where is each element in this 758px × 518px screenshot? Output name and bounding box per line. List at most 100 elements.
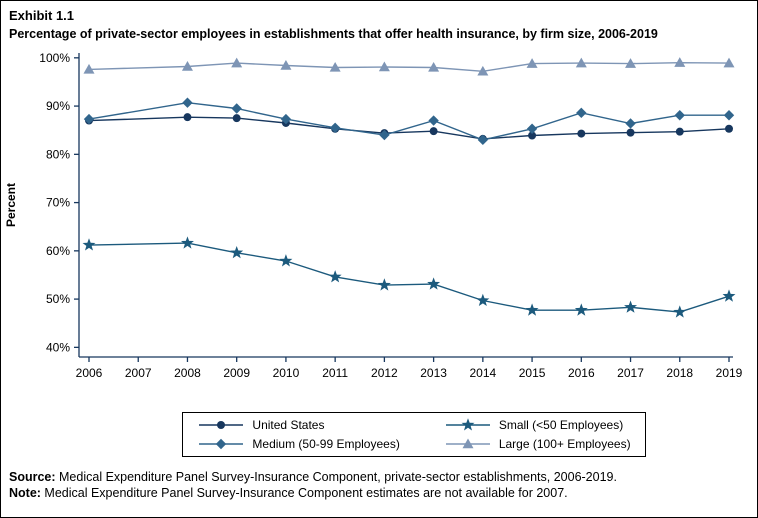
star-marker-icon [574,303,588,316]
circle-legend-sample-icon [199,421,244,429]
series-line-small-50-employees [88,242,730,313]
legend-label-small-50-employees: Small (<50 Employees) [498,418,624,432]
x-tick-label: 2013 [420,366,447,380]
triangle-marker-icon [575,57,587,68]
diamond-legend-sample-icon [199,438,244,450]
triangle-legend-sample-icon [445,438,490,449]
star-marker-icon [624,300,638,313]
triangle-marker-icon [181,61,193,71]
chart-legend: United States Small (<50 Employees) Medium… [182,412,646,457]
x-tick-label: 2010 [273,366,300,380]
y-tick-label: 40% [46,340,70,354]
chart-area: 40% 50% 60% 70% 80% 90% 100% 2006 2007 2008 2009 20… [1,45,757,394]
circle-marker-icon [675,127,684,136]
legend-label-large-100-employees: Large (100+ Employees) [498,437,631,451]
legend-label-medium-50-99-employees: Medium (50-99 Employees) [252,437,400,451]
x-tick-label: 2011 [322,366,348,380]
diamond-marker-icon [329,122,341,133]
exhibit-label: Exhibit 1.1 [9,8,75,23]
triangle-marker-icon [428,61,440,72]
diamond-marker-icon [280,113,292,125]
circle-marker-icon [429,127,438,136]
diamond-marker-icon [83,113,95,125]
circle-marker-icon [626,128,635,137]
star-marker-icon [525,303,539,316]
diamond-marker-icon [216,438,227,450]
triangle-marker-icon [462,438,474,449]
star-marker-icon [279,254,293,267]
y-tick-label: 60% [46,244,70,258]
star-marker-icon [427,277,441,290]
diamond-marker-icon [625,118,636,129]
triangle-marker-icon [674,57,686,67]
star-marker-icon [476,293,490,307]
series-large-100-employees [83,57,735,76]
y-tick-label: 50% [46,292,70,306]
chart-title: Percentage of private-sector employees i… [9,27,658,41]
diamond-marker-icon [231,103,242,114]
star-marker-icon [461,418,475,431]
y-axis-title: Percent [4,183,18,227]
source-note: Source: Medical Expenditure Panel Survey… [9,469,749,485]
legend-wrap: United States Small (<50 Employees) Medium… [1,412,757,457]
triangle-marker-icon [625,58,637,68]
x-tick-label: 2012 [371,366,398,380]
legend-item-medium-50-99-employees: Medium (50-99 Employees) [197,436,400,452]
x-tick-label: 2008 [174,366,201,380]
star-marker-icon [377,278,391,291]
x-tick-label: 2019 [716,366,743,380]
star-marker-icon [82,238,96,251]
circle-marker-icon [217,421,226,429]
x-tick-label: 2006 [76,366,103,380]
footer: Source: Medical Expenditure Panel Survey… [1,457,757,501]
star-legend-sample-icon [445,418,490,431]
circle-marker-icon [232,114,241,123]
triangle-marker-icon [329,61,341,72]
star-marker-icon [230,245,244,259]
series-small-50-employees [82,236,736,318]
x-tick-label: 2017 [617,366,644,380]
y-tick-label: 100% [39,51,70,65]
circle-marker-icon [183,113,192,122]
diamond-marker-icon [526,123,538,134]
note-label: Note: [9,486,41,500]
x-tick-label: 2007 [125,366,152,380]
diamond-marker-icon [477,134,489,146]
triangle-marker-icon [477,65,489,76]
diamond-marker-icon [428,115,439,126]
triangle-marker-icon [83,63,95,74]
legend-item-small-50-employees: Small (<50 Employees) [444,417,631,433]
source-label: Source: [9,470,56,484]
triangle-marker-icon [723,57,735,68]
star-marker-icon [673,305,687,318]
y-tick-label: 70% [46,196,70,210]
triangle-marker-icon [231,57,243,68]
note-text: Medical Expenditure Panel Survey-Insuran… [40,486,568,500]
legend-item-large-100-employees: Large (100+ Employees) [444,436,631,452]
diamond-marker-icon [576,107,587,119]
x-tick-label: 2009 [223,366,250,380]
circle-marker-icon [577,129,586,138]
x-tick-label: 2018 [666,366,693,380]
diamond-marker-icon [674,110,685,121]
circle-marker-icon [528,131,537,140]
circle-marker-icon [725,124,733,133]
triangle-marker-icon [526,58,538,68]
star-marker-icon [722,289,736,302]
diamond-marker-icon [379,129,390,141]
y-tick-label: 80% [46,147,70,161]
line-chart: 40% 50% 60% 70% 80% 90% 100% 2006 2007 2008 2009 20… [4,51,743,380]
source-text: Medical Expenditure Panel Survey-Insuran… [55,470,617,484]
x-tick-label: 2016 [568,366,595,380]
series-medium-50-99-employees [83,97,735,146]
footnote: Note: Medical Expenditure Panel Survey-I… [9,485,749,501]
star-marker-icon [180,236,194,249]
diamond-marker-icon [182,97,193,108]
legend-item-united-states: United States [197,417,399,433]
triangle-marker-icon [280,60,292,70]
x-tick-label: 2015 [519,366,546,380]
star-marker-icon [328,270,342,283]
legend-label-united-states: United States [252,418,325,432]
diamond-marker-icon [723,110,735,121]
